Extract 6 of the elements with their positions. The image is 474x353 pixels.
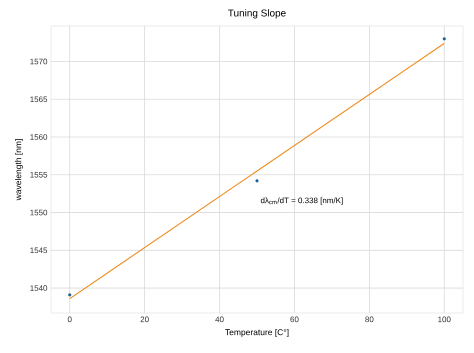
point [68,293,72,296]
chart-title: Tuning Slope [228,9,286,18]
y-axis-title: wavelength [nm] [15,139,23,200]
point [255,179,259,182]
point [442,37,446,40]
x-axis-title: Temperature [C°] [225,329,288,337]
